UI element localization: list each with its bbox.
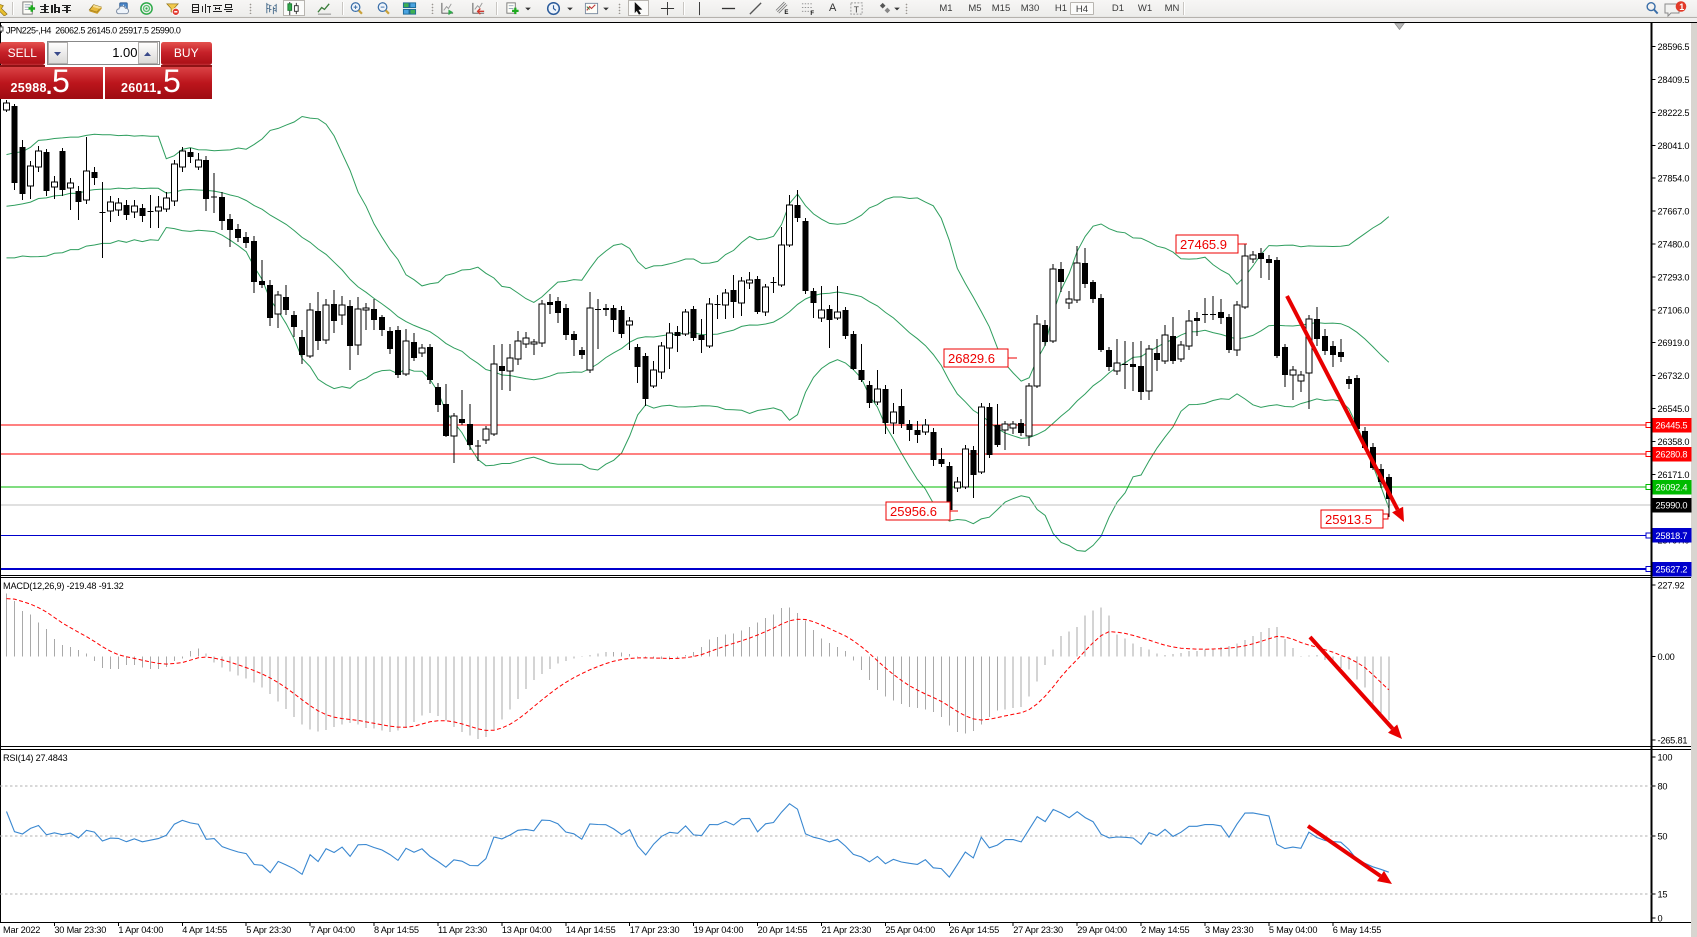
svg-text:25 Apr 04:00: 25 Apr 04:00: [885, 925, 935, 935]
svg-text:27667.0: 27667.0: [1658, 207, 1690, 217]
svg-text:11 Apr 23:30: 11 Apr 23:30: [438, 925, 487, 935]
svg-text:25913.5: 25913.5: [1325, 512, 1372, 527]
svg-text:F: F: [810, 10, 814, 16]
svg-text:26445.5: 26445.5: [1656, 421, 1688, 431]
svg-text:E: E: [784, 9, 788, 16]
svg-text:8 Apr 14:55: 8 Apr 14:55: [374, 925, 419, 935]
svg-text:1 Apr 04:00: 1 Apr 04:00: [118, 925, 163, 935]
svg-text:2 May 14:55: 2 May 14:55: [1141, 925, 1189, 935]
svg-text:RSI(14) 27.4843: RSI(14) 27.4843: [3, 753, 68, 763]
svg-text:27465.9: 27465.9: [1180, 237, 1227, 252]
svg-text:26280.8: 26280.8: [1656, 450, 1688, 460]
svg-text:1: 1: [1679, 2, 1684, 12]
svg-text:-265.81: -265.81: [1658, 736, 1688, 746]
svg-text:29 Apr 04:00: 29 Apr 04:00: [1077, 925, 1127, 935]
svg-text:19 Apr 04:00: 19 Apr 04:00: [694, 925, 744, 935]
svg-text:17 Apr 23:30: 17 Apr 23:30: [630, 925, 680, 935]
svg-text:27293.0: 27293.0: [1658, 272, 1690, 282]
svg-text:25627.2: 25627.2: [1656, 565, 1688, 575]
svg-text:5 Apr 23:30: 5 Apr 23:30: [246, 925, 291, 935]
svg-text:26171.0: 26171.0: [1658, 470, 1690, 480]
svg-text:26545.0: 26545.0: [1658, 404, 1690, 414]
svg-text:Mar 2022: Mar 2022: [3, 925, 40, 935]
svg-text:25956.6: 25956.6: [890, 504, 937, 519]
svg-text:3 May 23:30: 3 May 23:30: [1205, 925, 1253, 935]
svg-text:6 May 14:55: 6 May 14:55: [1333, 925, 1381, 935]
svg-text:100: 100: [1658, 753, 1673, 763]
svg-text:27 Apr 23:30: 27 Apr 23:30: [1013, 925, 1063, 935]
svg-text:28596.5: 28596.5: [1658, 42, 1690, 52]
svg-text:20 Apr 14:55: 20 Apr 14:55: [758, 925, 808, 935]
svg-text:26 Apr 14:55: 26 Apr 14:55: [949, 925, 999, 935]
svg-text:13 Apr 04:00: 13 Apr 04:00: [502, 925, 552, 935]
svg-text:27106.0: 27106.0: [1658, 305, 1690, 315]
svg-text:25818.7: 25818.7: [1656, 531, 1688, 541]
svg-text:28222.5: 28222.5: [1658, 108, 1690, 118]
svg-text:28409.5: 28409.5: [1658, 75, 1690, 85]
svg-text:MACD(12,26,9) -219.48 -91.32: MACD(12,26,9) -219.48 -91.32: [3, 581, 124, 591]
svg-text:JPN225-,H4 26062.5 26145.0 25: JPN225-,H4 26062.5 26145.0 25917.5 25990…: [6, 26, 181, 36]
svg-text:21 Apr 23:30: 21 Apr 23:30: [822, 925, 872, 935]
svg-text:7 Apr 04:00: 7 Apr 04:00: [310, 925, 355, 935]
svg-text:14 Apr 14:55: 14 Apr 14:55: [566, 925, 616, 935]
svg-text:27854.0: 27854.0: [1658, 174, 1690, 184]
svg-text:T: T: [854, 4, 859, 14]
svg-text:0.00: 0.00: [1658, 652, 1675, 662]
svg-text:5 May 04:00: 5 May 04:00: [1269, 925, 1317, 935]
svg-text:30 Mar 23:30: 30 Mar 23:30: [54, 925, 106, 935]
svg-text:227.92: 227.92: [1658, 581, 1685, 591]
svg-text:80: 80: [1658, 782, 1668, 792]
svg-text:26732.0: 26732.0: [1658, 371, 1690, 381]
svg-text:0: 0: [1658, 914, 1663, 924]
svg-text:26919.0: 26919.0: [1658, 338, 1690, 348]
svg-text:50: 50: [1658, 831, 1668, 841]
svg-text:4 Apr 14:55: 4 Apr 14:55: [182, 925, 227, 935]
svg-text:26829.6: 26829.6: [948, 351, 995, 366]
svg-text:15: 15: [1658, 890, 1668, 900]
svg-text:25990.0: 25990.0: [1656, 501, 1688, 511]
svg-text:27480.0: 27480.0: [1658, 240, 1690, 250]
svg-text:26358.0: 26358.0: [1658, 437, 1690, 447]
svg-text:28041.0: 28041.0: [1658, 141, 1690, 151]
svg-text:26092.4: 26092.4: [1656, 483, 1688, 493]
